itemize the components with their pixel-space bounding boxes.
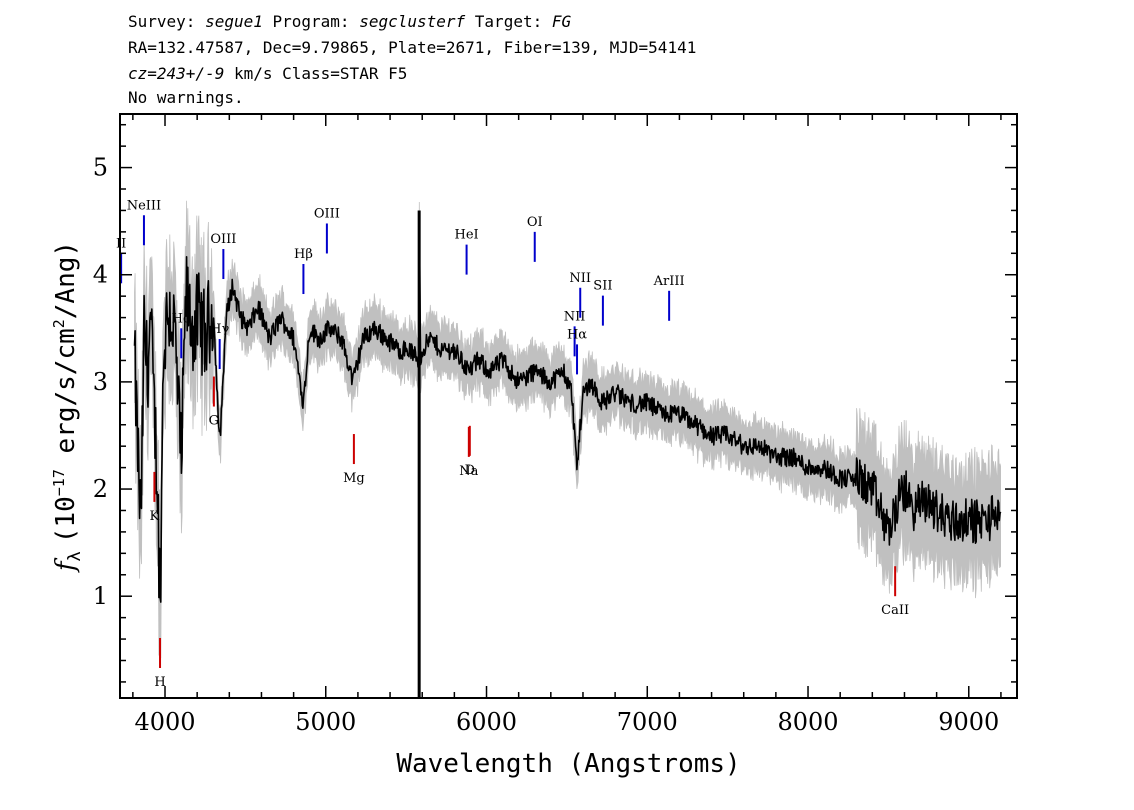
absorption-line-label: CaII [881, 603, 909, 618]
emission-line-label: SII [593, 279, 612, 294]
emission-line-label: OIII [210, 232, 236, 247]
error-band-layer [134, 200, 1001, 659]
flux-layer [133, 210, 1002, 698]
emission-line-label: II [116, 236, 126, 251]
y-axis-title: fλ(10−17 erg/s/cm2/Ang) [50, 241, 85, 573]
header-line-2: RA=132.47587, Dec=9.79865, Plate=2671, F… [128, 38, 697, 57]
y-tick-label: 1 [93, 582, 108, 610]
emission-line-label: NII [564, 309, 586, 324]
y-axis-symbol-subscript: λ [65, 551, 85, 561]
y-axis-unit-exp1: −17 [50, 469, 68, 496]
emission-line-label: Hα [567, 327, 587, 342]
survey-value: segue1 [205, 12, 263, 31]
absorption-line-label: H [154, 675, 165, 690]
target-value: FG [551, 12, 572, 31]
y-axis-unit-pre: (10 [51, 496, 81, 543]
redshift-value: cz=243+/-9 [128, 64, 225, 83]
y-tick-label: 5 [93, 154, 108, 182]
y-tick-label: 2 [93, 475, 108, 503]
emission-line-label: Hδ [172, 311, 191, 326]
emission-line-label: OI [527, 215, 543, 230]
flux-series-line [133, 223, 1002, 603]
emission-line-label: NeIII [127, 198, 161, 213]
absorption-line-label: G [209, 414, 219, 429]
x-axis-title: Wavelength (Angstroms) [396, 749, 740, 779]
y-tick-label: 3 [93, 368, 108, 396]
absorption-line-label: K [150, 509, 160, 524]
y-axis-unit-mid: erg/s/cm [51, 328, 81, 469]
emission-line-label: ArIII [653, 274, 685, 289]
emission-line-label: Hβ [294, 247, 313, 262]
header-line-4: No warnings. [128, 88, 244, 107]
absorption-line-label: Na [459, 464, 478, 479]
y-axis-unit-post: /Ang) [51, 241, 81, 319]
emission-line-label: NII [569, 271, 591, 286]
x-tick-label: 6000 [456, 708, 517, 736]
program-value: segclusterf [359, 12, 466, 31]
x-tick-label: 7000 [617, 708, 678, 736]
x-tick-label: 9000 [938, 708, 999, 736]
emission-line-label: OIII [314, 206, 340, 221]
x-tick-label: 4000 [134, 708, 195, 736]
x-tick-label: 5000 [295, 708, 356, 736]
emission-line-label: Hγ [210, 322, 229, 337]
y-axis-unit-exp2: 2 [50, 319, 68, 328]
absorption-line-label: D [465, 463, 475, 478]
header-line-1: Survey: segue1 Program: segclusterf Targ… [128, 12, 571, 31]
y-tick-label: 4 [93, 261, 108, 289]
program-label: Program: [262, 12, 360, 31]
absorption-line-label: Mg [343, 471, 365, 486]
survey-label: Survey: [128, 12, 206, 31]
emission-line-label: HeI [454, 228, 478, 243]
x-tick-label: 8000 [777, 708, 838, 736]
class-info: km/s Class=STAR F5 [224, 64, 408, 83]
axis-ticks: 4000 5000 6000 7000 8000 9000 1 2 3 4 5 [93, 114, 1017, 736]
target-label: Target: [465, 12, 552, 31]
error-band [134, 200, 1001, 659]
plot-frame [119, 113, 1018, 699]
header-line-3: cz=243+/-9 km/s Class=STAR F5 [128, 64, 407, 83]
